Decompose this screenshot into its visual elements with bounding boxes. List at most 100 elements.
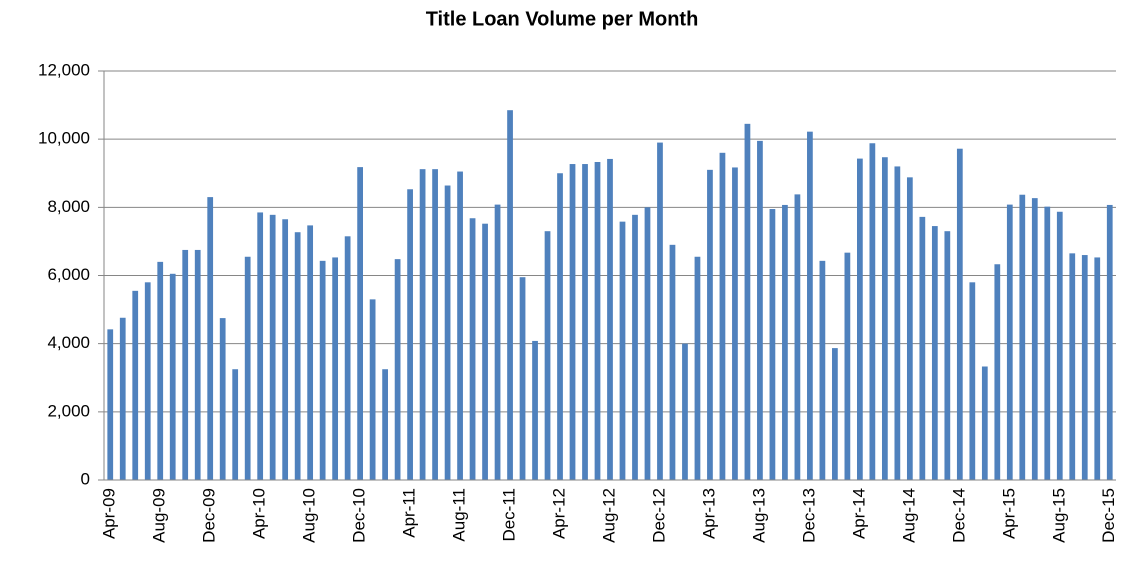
- bar: [294, 232, 301, 480]
- bar: [257, 212, 264, 480]
- bar: [157, 261, 164, 480]
- bar: [994, 264, 1001, 480]
- bar: [981, 366, 988, 480]
- bar: [519, 277, 526, 480]
- bar: [232, 369, 239, 480]
- bar: [607, 158, 613, 480]
- y-tick-label: 2,000: [47, 401, 90, 420]
- bar: [669, 244, 676, 480]
- bar: [194, 249, 201, 480]
- x-tick-label: Apr-15: [999, 488, 1018, 539]
- bar: [832, 348, 838, 480]
- x-tick-label: Dec-14: [949, 488, 968, 543]
- x-tick-label: Dec-11: [500, 488, 519, 542]
- y-tick-label: 4,000: [47, 333, 90, 352]
- bar: [569, 164, 576, 481]
- bar: [207, 197, 214, 480]
- bar: [557, 173, 563, 480]
- bar: [482, 223, 488, 480]
- bar: [1056, 211, 1063, 480]
- bar: [282, 219, 289, 480]
- bar: [494, 204, 501, 480]
- bar: [507, 110, 513, 480]
- y-tick-label: 8,000: [47, 197, 90, 216]
- bar: [269, 214, 276, 480]
- bar: [1106, 204, 1113, 480]
- bar: [132, 290, 139, 480]
- y-tick-label: 10,000: [38, 129, 90, 148]
- bar: [1094, 257, 1101, 480]
- x-tick-label: Dec-15: [1099, 488, 1118, 543]
- bar: [1006, 204, 1013, 480]
- bar: [794, 194, 801, 481]
- y-tick-label: 6,000: [47, 265, 90, 284]
- bar: [707, 169, 713, 480]
- bar: [469, 218, 476, 481]
- x-tick-label: Aug-12: [599, 488, 618, 543]
- bar: [544, 231, 551, 480]
- chart-title: Title Loan Volume per Month: [426, 8, 699, 30]
- bar: [632, 214, 638, 480]
- bar: [644, 207, 651, 481]
- bar: [719, 152, 726, 481]
- bar: [894, 166, 901, 480]
- bar: [219, 318, 226, 480]
- bar: [1019, 194, 1026, 480]
- x-tick-label: Apr-11: [400, 488, 419, 538]
- bar: [744, 123, 751, 481]
- bar: [594, 162, 601, 480]
- bar: [869, 143, 876, 481]
- bar: [782, 204, 788, 480]
- x-tick-label: Apr-12: [550, 488, 569, 539]
- bar: [407, 189, 413, 480]
- bar: [169, 273, 176, 480]
- x-tick-label: Dec-09: [200, 488, 219, 543]
- x-tick-label: Dec-10: [350, 488, 369, 543]
- bar: [944, 231, 951, 480]
- x-tick-label: Aug-14: [899, 488, 918, 543]
- bar: [394, 259, 401, 480]
- bar: [819, 260, 826, 480]
- x-tick-label: Apr-14: [849, 488, 868, 539]
- y-tick-label: 0: [81, 469, 90, 488]
- bar: [457, 171, 463, 480]
- bar: [307, 225, 314, 480]
- bar: [807, 131, 813, 480]
- x-tick-label: Dec-13: [799, 488, 818, 543]
- bar: [369, 299, 376, 480]
- bar: [382, 369, 388, 480]
- bar: [881, 157, 888, 480]
- bar: [107, 329, 114, 480]
- bar: [657, 142, 663, 480]
- x-tick-label: Aug-15: [1049, 488, 1068, 543]
- bar: [432, 169, 438, 480]
- x-tick-label: Aug-10: [300, 488, 319, 543]
- bar: [1044, 206, 1051, 480]
- bar: [182, 249, 189, 480]
- bar: [619, 221, 626, 481]
- bar: [931, 226, 938, 480]
- bar: [119, 317, 126, 480]
- bar: [582, 164, 588, 481]
- bar: [332, 257, 339, 480]
- bar: [144, 282, 151, 480]
- bar: [757, 140, 763, 480]
- bar: [532, 340, 538, 480]
- bar: [319, 260, 326, 480]
- bar: [919, 216, 926, 481]
- bar: [1081, 255, 1088, 480]
- bar: [694, 256, 701, 480]
- x-tick-label: Apr-13: [699, 488, 718, 539]
- x-tick-label: Apr-09: [100, 488, 119, 539]
- x-tick-label: Dec-12: [649, 488, 668, 543]
- bar: [769, 209, 776, 480]
- bar: [857, 158, 863, 480]
- bar: [906, 177, 913, 480]
- bar: [844, 252, 851, 480]
- bar: [244, 256, 251, 480]
- bar: [969, 282, 976, 480]
- bar: [344, 236, 351, 480]
- x-tick-label: Aug-11: [450, 488, 469, 542]
- bar: [732, 167, 738, 481]
